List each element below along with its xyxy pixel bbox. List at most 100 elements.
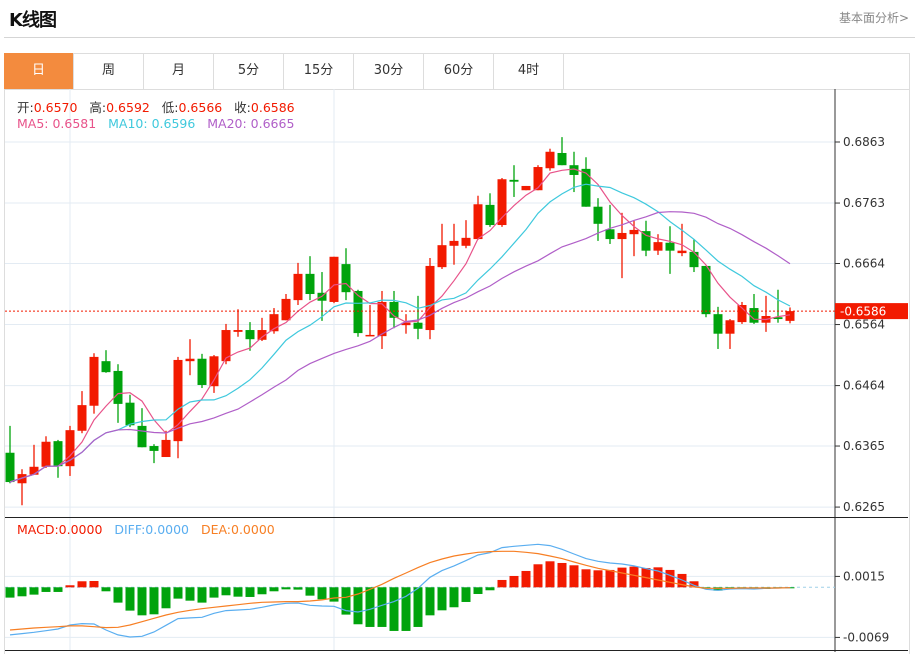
candle-up (221, 330, 231, 362)
candle-down (581, 168, 591, 207)
candle-up (449, 240, 459, 246)
candle-up (281, 298, 291, 321)
macd-bar (569, 565, 579, 588)
macd-bar (713, 587, 723, 591)
macd-bar (233, 587, 243, 597)
macd-bar (689, 581, 699, 588)
candle-up (209, 356, 219, 387)
macd-bar (533, 564, 543, 588)
candle-down (389, 301, 399, 318)
price-tick-label: 0.6763 (843, 196, 885, 210)
macd-bar (365, 587, 375, 627)
macd-bar (161, 587, 171, 609)
macd-bar (173, 587, 183, 599)
macd-bar (341, 587, 351, 615)
macd-bar (113, 587, 123, 603)
tab-60min[interactable]: 60分 (424, 53, 494, 89)
dea-line (9, 550, 791, 631)
diff-value: DIFF:0.0000 (114, 522, 190, 537)
candle-down (605, 229, 615, 240)
price-tick-label: 0.6365 (843, 439, 885, 453)
macd-tick-label: 0.0015 (843, 569, 885, 583)
candle-up (521, 185, 531, 191)
macd-bar (65, 585, 75, 588)
macd-bar (401, 587, 411, 631)
candle-up (29, 466, 39, 475)
macd-bar (437, 587, 447, 611)
candle-up (497, 179, 507, 226)
macd-bar (257, 587, 267, 595)
macd-bar (125, 587, 135, 611)
candle-up (653, 242, 663, 251)
tab-4hour[interactable]: 4时 (494, 53, 564, 89)
candle-down (749, 308, 759, 323)
macd-bar (293, 587, 303, 590)
candle-down (113, 370, 123, 404)
macd-bar (149, 587, 159, 615)
candle-down (641, 231, 651, 251)
candle-down (413, 322, 423, 329)
ma10-line (9, 183, 791, 483)
macd-bar (89, 580, 99, 588)
candle-down (485, 204, 495, 226)
macd-bar (317, 587, 327, 600)
candle-up (461, 237, 471, 246)
tab-month[interactable]: 月 (144, 53, 214, 89)
macd-bar (101, 587, 111, 592)
candle-up (785, 311, 795, 321)
candle-down (5, 452, 15, 483)
candle-up (533, 167, 543, 191)
price-tick-label: 0.6664 (843, 256, 885, 270)
macd-bar (53, 587, 63, 592)
macd-bar (269, 587, 279, 592)
candle-down (149, 446, 159, 451)
candle-up (629, 229, 639, 235)
macd-bar (461, 587, 471, 602)
page-title: K线图 (9, 10, 57, 31)
tab-week[interactable]: 周 (74, 53, 144, 89)
fundamental-analysis-link[interactable]: 基本面分析> (838, 11, 909, 25)
macd-bar (545, 561, 555, 588)
ma20-line (9, 211, 791, 483)
macd-bar (389, 587, 399, 631)
macd-bar (449, 587, 459, 608)
macd-bar (425, 587, 435, 616)
ma5-line (9, 168, 791, 483)
candle-up (473, 204, 483, 240)
candle-up (161, 439, 171, 458)
candle-down (569, 165, 579, 175)
candle-down (701, 265, 711, 315)
tab-day[interactable]: 日 (4, 53, 74, 89)
macd-bar (665, 569, 675, 588)
dea-value: DEA:0.0000 (200, 522, 275, 537)
tab-5min[interactable]: 5分 (214, 53, 284, 89)
candle-up (89, 356, 99, 406)
tab-15min[interactable]: 15分 (284, 53, 354, 89)
candle-up (173, 359, 183, 442)
candle-down (773, 317, 783, 320)
macd-bar (557, 562, 567, 588)
price-tick-label: 0.6564 (843, 318, 885, 332)
macd-bar (185, 587, 195, 601)
candle-up (617, 232, 627, 240)
price-tick-label: 0.6464 (843, 379, 885, 393)
macd-bar (305, 587, 315, 596)
ma5-value: MA5: 0.6581 (17, 116, 97, 131)
tab-30min[interactable]: 30分 (354, 53, 424, 89)
macd-bar (593, 570, 603, 588)
candle-up (437, 245, 447, 268)
current-price-badge (835, 303, 908, 320)
macd-bar (497, 579, 507, 588)
macd-bar (605, 569, 615, 588)
ma-legend: MA5: 0.6581 MA10: 0.6596 MA20: 0.6665 (17, 116, 294, 131)
candle-up (185, 358, 195, 362)
candle-up (377, 301, 387, 337)
candle-up (293, 273, 303, 301)
candle-down (197, 358, 207, 385)
candle-up (401, 322, 411, 326)
candle-down (101, 361, 111, 373)
ohlc-legend: 开:0.6570 高:0.6592 低:0.6566 收:0.6586 (17, 100, 295, 115)
ma20-value: MA20: 0.6665 (207, 116, 295, 131)
candle-down (713, 314, 723, 334)
